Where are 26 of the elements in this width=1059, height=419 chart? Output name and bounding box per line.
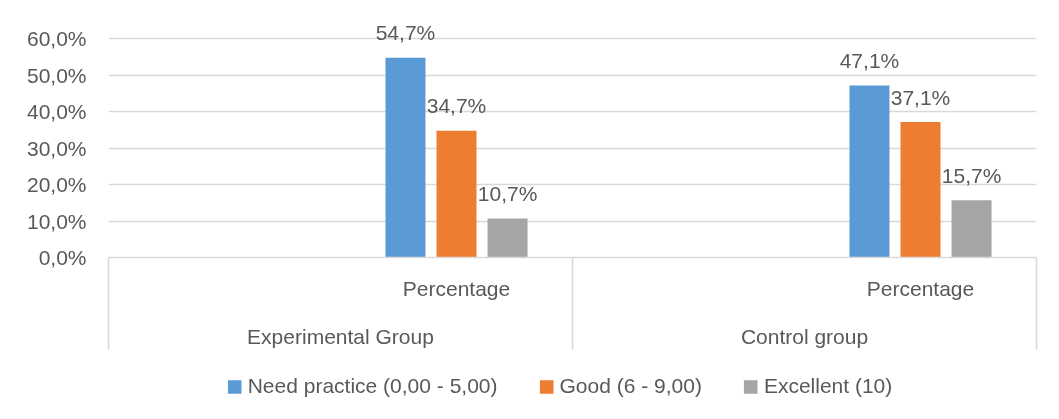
- data-label: 47,1%: [839, 49, 900, 73]
- bar: [900, 122, 941, 258]
- bar: [849, 85, 890, 258]
- text: Control group: [740, 324, 869, 348]
- bar: [385, 57, 426, 258]
- x-tick-label: Percentage: [402, 276, 511, 300]
- y-tick-label: 60,0%: [26, 27, 87, 50]
- legend-label: Good (6 - 9,00): [559, 374, 702, 398]
- bar: [487, 218, 528, 258]
- data-label: 54,7%: [375, 21, 436, 45]
- text: Experimental Group: [247, 324, 434, 348]
- x-tick-label: Percentage: [866, 276, 975, 300]
- y-tick-label: 50,0%: [26, 63, 87, 87]
- data-label: 34,7%: [426, 94, 487, 118]
- data-label: 10,7%: [477, 181, 538, 205]
- bar: [951, 200, 992, 258]
- legend-label: Need practice (0,00 - 5,00): [247, 374, 498, 398]
- data-label: 15,7%: [941, 163, 1002, 187]
- y-tick-label: 20,0%: [26, 173, 87, 196]
- data-label: 37,1%: [890, 85, 951, 109]
- y-tick-label: 40,0%: [26, 100, 87, 123]
- bar: [436, 130, 477, 258]
- legend-label: Excellent (10): [763, 374, 893, 398]
- y-tick-label: 30,0%: [26, 136, 87, 160]
- y-tick-label: 0,0%: [38, 246, 87, 269]
- y-tick-label: 10,0%: [26, 209, 87, 233]
